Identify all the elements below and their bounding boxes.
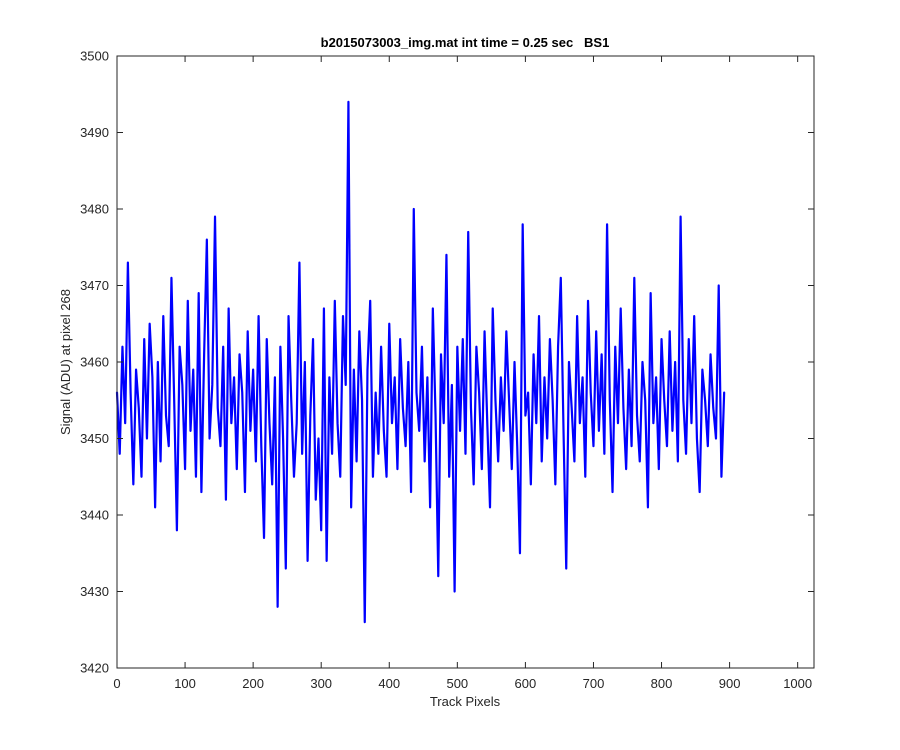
y-tick-label: 3500: [80, 49, 109, 64]
y-tick-label: 3470: [80, 278, 109, 293]
x-tick-label: 700: [583, 676, 605, 691]
y-tick-label: 3420: [80, 661, 109, 676]
y-tick-label: 3480: [80, 202, 109, 217]
x-tick-label: 1000: [783, 676, 812, 691]
y-tick-label: 3460: [80, 355, 109, 370]
x-tick-label: 900: [719, 676, 741, 691]
plot-area: [117, 56, 814, 668]
x-tick-label: 500: [446, 676, 468, 691]
series-line-1: [115, 100, 726, 624]
y-tick-label: 3490: [80, 125, 109, 140]
x-axis-ticks: 0 100 200 300 400 500 600 700 800 900 1000: [113, 56, 812, 691]
series-layer: [115, 100, 726, 624]
x-tick-label: 800: [651, 676, 673, 691]
y-axis-ticks: 3420 3430 3440 3450 3460 3470 3480 3490 3500: [80, 49, 814, 676]
y-tick-label: 3440: [80, 508, 109, 523]
x-tick-label: 200: [242, 676, 264, 691]
chart-title: b2015073003_img.mat int time = 0.25 sec …: [321, 35, 610, 50]
x-tick-label: 600: [515, 676, 537, 691]
x-axis-label: Track Pixels: [430, 694, 501, 709]
y-tick-label: 3450: [80, 431, 109, 446]
x-tick-label: 400: [378, 676, 400, 691]
x-tick-label: 100: [174, 676, 196, 691]
x-tick-label: 300: [310, 676, 332, 691]
x-tick-label: 0: [113, 676, 120, 691]
y-axis-label: Signal (ADU) at pixel 268: [58, 289, 73, 435]
y-tick-label: 3430: [80, 584, 109, 599]
